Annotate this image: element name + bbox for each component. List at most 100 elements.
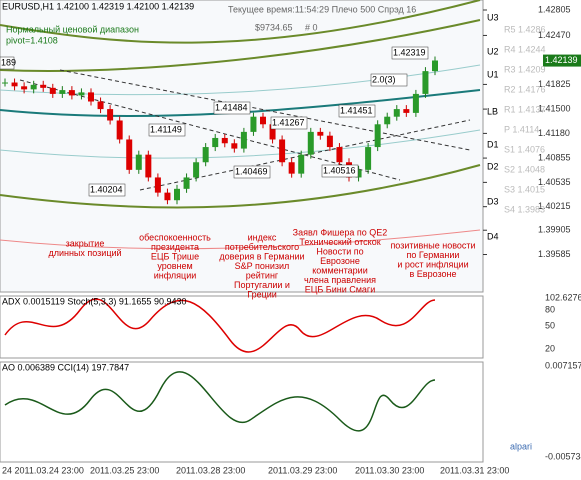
current-price-box: [543, 54, 581, 67]
candle: [279, 139, 286, 163]
price-label: 1.41149: [150, 124, 182, 134]
stoch-tick: 102.6276: [545, 292, 581, 302]
candle: [326, 135, 333, 148]
level-label: D4: [487, 231, 499, 241]
ao-tick: 0.007157: [545, 360, 581, 370]
price-label-box: [213, 101, 251, 115]
annotation: уровнем: [157, 261, 192, 271]
candle: [107, 109, 114, 121]
annotation: потребительского: [225, 242, 299, 252]
band-u2: [0, 19, 481, 72]
band-d3: [0, 164, 481, 209]
candle: [374, 124, 381, 148]
candle: [135, 154, 142, 170]
current-price: 1.42139: [545, 55, 578, 65]
band-u3: [0, 0, 481, 44]
candle: [126, 139, 133, 170]
brand: alpari: [510, 441, 532, 451]
candle: [78, 92, 85, 96]
pivot-label: S1 1.4076: [504, 144, 545, 154]
candle: [21, 86, 28, 90]
annotation: по Германии: [407, 250, 460, 260]
annotation: Еврозоне: [320, 256, 360, 266]
pivot-label: S4 1.3983: [504, 204, 545, 214]
pivot-label: S2 1.4048: [504, 164, 545, 174]
y-tick-label: 1.40215: [538, 201, 571, 211]
candle: [2, 82, 8, 84]
candle: [231, 143, 238, 149]
band-d1: [0, 129, 481, 159]
candle: [202, 147, 209, 163]
annotation: Португалии и: [234, 280, 290, 290]
pivot-label: R2 1.4176: [504, 84, 546, 94]
candle: [164, 192, 171, 201]
level-label: LB: [487, 106, 498, 116]
y-tick-label: 1.39585: [538, 249, 571, 259]
date-label: 2011.03.29 23:00: [268, 465, 337, 475]
candle: [40, 84, 47, 88]
candle: [393, 109, 400, 117]
annotation: доверия в Германии: [219, 251, 304, 261]
y-tick-label: 1.42805: [538, 4, 571, 14]
ao-label: AO 0.006389 CCI(14) 197.7847: [2, 362, 129, 372]
date-label: 24 2011.03.24 23:00: [2, 465, 84, 475]
y-tick-label: 1.39905: [538, 225, 571, 235]
candle: [412, 93, 419, 113]
pivot: pivot=1.4108: [6, 35, 58, 45]
date-label: 2011.03.25 23:00: [90, 465, 159, 475]
candle: [183, 177, 190, 189]
status: Текущее время:11:54:29 Плечо 500 Спрэд 1…: [228, 4, 416, 14]
annotation: Новости по: [316, 246, 363, 256]
pivot-label: R4 1.4244: [504, 44, 546, 54]
orders: # 0: [305, 22, 318, 32]
level-label: D2: [487, 161, 499, 171]
candle: [154, 177, 161, 193]
y-tick-label: 1.41500: [538, 103, 571, 113]
cci-line: [4, 371, 436, 432]
pivot-label: R5 1.4286: [504, 24, 546, 34]
candle: [432, 60, 438, 72]
stoch-tick: 80: [545, 304, 555, 314]
candle: [88, 92, 94, 102]
price-label-box: [233, 165, 271, 179]
price-label-box: [338, 104, 376, 118]
ao-tick: -0.005734: [545, 451, 581, 461]
band-d4: [0, 229, 481, 250]
date-label: 2011.03.28 23:00: [176, 465, 245, 475]
annotation: ЕЦБ Бини Смаги: [305, 284, 376, 294]
price-label-box: [88, 183, 126, 197]
annotation: ЕЦБ Трише: [151, 251, 199, 261]
annotation: комментарии: [312, 265, 367, 275]
pivot-label: P 1.4114: [504, 124, 539, 134]
pivot-label: R1 1.4137: [504, 104, 546, 114]
level-label: U1: [487, 69, 499, 79]
annotation: члена правления: [304, 275, 376, 285]
y-tick-label: 1.40855: [538, 152, 571, 162]
price-label-box: [0, 56, 15, 70]
candle: [269, 124, 276, 140]
y-tick-label: 1.41180: [538, 128, 570, 138]
price-label-box: [370, 73, 408, 87]
annotation: позитивные новости: [390, 240, 475, 250]
candle: [11, 82, 18, 87]
stoch-panel: [0, 295, 484, 359]
pivot-label: S3 1.4015: [504, 184, 545, 194]
price-label-box: [148, 123, 186, 137]
y-tick-label: 1.41825: [538, 79, 571, 89]
level-label: D1: [487, 139, 499, 149]
trend-lines: [19, 69, 471, 191]
price-label: 1.41451: [340, 105, 373, 115]
annotation: S&P понизил: [235, 261, 290, 271]
candle: [49, 87, 56, 94]
candle: [68, 90, 75, 96]
level-label: U3: [487, 12, 499, 22]
annotation: рейтинг: [246, 270, 279, 280]
stoch-line: [4, 298, 436, 353]
annotation: в Еврозоне: [410, 269, 457, 279]
candle: [298, 154, 305, 174]
candle: [355, 169, 362, 178]
annotation: закрытие: [66, 238, 105, 248]
price-label-box: [321, 164, 359, 178]
candle: [336, 147, 343, 163]
